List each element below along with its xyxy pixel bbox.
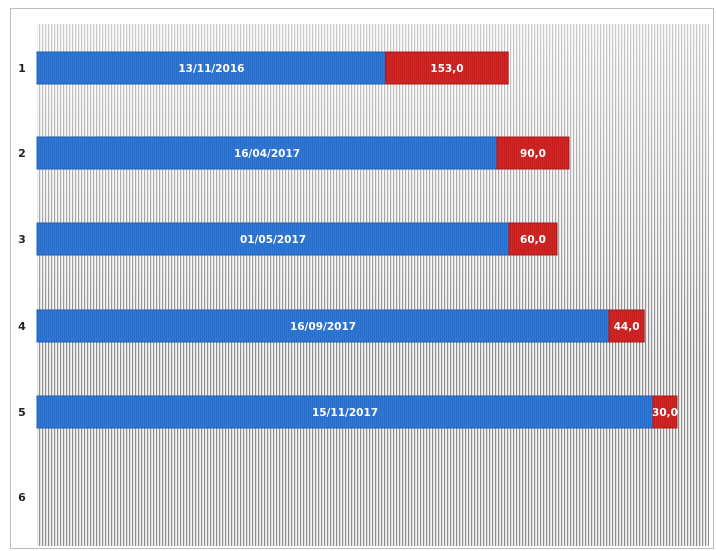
bars-group — [36, 51, 678, 429]
bar-value-3 — [508, 222, 558, 256]
bar-value-5 — [652, 395, 678, 429]
bar-value-4 — [608, 309, 645, 343]
data-label-date-3: 01/05/2017 — [240, 234, 306, 246]
data-label-date-4: 16/09/2017 — [290, 321, 356, 333]
labels-group: 1 13/11/2016 153,0 2 16/04/2017 90,0 3 01/05/20… — [18, 62, 678, 504]
bar-date-3 — [36, 222, 510, 256]
y-tick-label-3: 3 — [18, 233, 26, 246]
data-label-date-2: 16/04/2017 — [234, 148, 300, 160]
data-label-value-2: 90,0 — [520, 148, 546, 160]
bar-date-2 — [36, 136, 498, 170]
y-tick-label-6: 6 — [18, 491, 26, 504]
data-label-date-5: 15/11/2017 — [312, 407, 378, 419]
bar-date-5 — [36, 395, 654, 429]
data-label-date-1: 13/11/2016 — [178, 63, 244, 75]
y-tick-label-2: 2 — [18, 147, 26, 160]
data-label-value-1: 153,0 — [430, 63, 463, 75]
data-label-value-3: 60,0 — [520, 234, 546, 246]
bar-value-1 — [385, 51, 509, 85]
bar-date-4 — [36, 309, 610, 343]
y-tick-label-5: 5 — [18, 406, 26, 419]
y-tick-label-4: 4 — [18, 320, 26, 333]
data-label-value-5: 30,0 — [652, 407, 678, 419]
bar-value-2 — [496, 136, 570, 170]
y-tick-label-1: 1 — [18, 62, 26, 75]
data-label-value-4: 44,0 — [614, 321, 640, 333]
